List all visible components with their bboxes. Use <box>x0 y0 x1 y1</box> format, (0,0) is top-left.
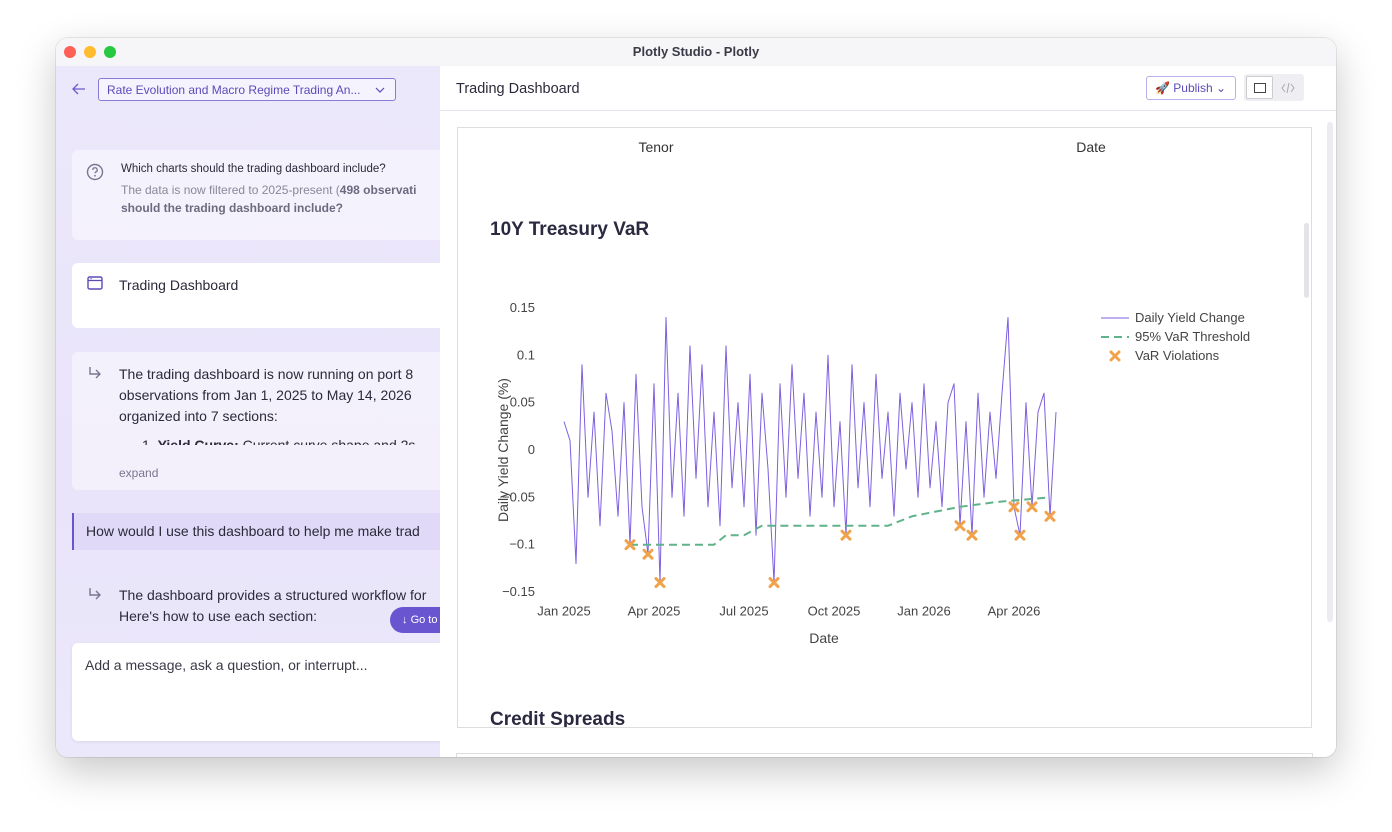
project-name: Rate Evolution and Macro Regime Trading … <box>107 83 361 97</box>
reply-icon <box>89 588 101 600</box>
panel-header: Trading Dashboard 🚀 Publish ⌄ <box>440 66 1336 111</box>
y-tick-label: −0.15 <box>502 584 535 599</box>
reply-text: The dashboard provides a structured work… <box>119 585 426 627</box>
y-tick-label: −0.05 <box>502 489 535 504</box>
violation-marker <box>966 529 978 541</box>
question-card: Which charts should the trading dashboar… <box>72 150 440 240</box>
reply-card: The dashboard provides a structured work… <box>72 574 440 644</box>
window-title: Plotly Studio - Plotly <box>632 44 760 59</box>
list-text: Current curve shape and 2s <box>238 437 416 445</box>
violation-marker <box>1008 501 1020 513</box>
zoom-button[interactable] <box>104 46 116 58</box>
y-tick-label: 0.15 <box>510 300 535 315</box>
chevron <box>375 87 385 93</box>
violation-marker <box>1014 529 1026 541</box>
x-tick-label: Oct 2025 <box>808 604 861 619</box>
x-tick-label: Jan 2025 <box>537 604 591 619</box>
list-number: 1. <box>142 437 154 445</box>
list-bold: Yield Curve: <box>157 437 239 445</box>
card-scrollbar[interactable] <box>1304 223 1309 298</box>
reply-line: The trading dashboard is now running on … <box>119 366 414 382</box>
violation-marker <box>642 548 654 560</box>
y-tick-label: 0.05 <box>510 395 535 410</box>
preview-icon <box>1254 83 1266 93</box>
panel-scrollbar[interactable] <box>1327 122 1333 622</box>
violation-marker <box>624 539 636 551</box>
section-title: Credit Spreads <box>490 709 625 728</box>
reply-text: The trading dashboard is now running on … <box>119 364 413 427</box>
publish-button[interactable]: 🚀 Publish ⌄ <box>1146 76 1236 100</box>
artifact-title: Trading Dashboard <box>119 277 239 293</box>
expand-link[interactable]: expand <box>119 466 159 480</box>
go-to-button[interactable]: ↓ Go to <box>390 607 440 633</box>
data-line <box>563 316 1057 584</box>
x-tick-label: Jul 2025 <box>719 604 768 619</box>
x-tick-label: Apr 2025 <box>628 604 681 619</box>
threshold-line <box>630 496 1051 546</box>
y-axis-label: Daily Yield Change (%) <box>495 378 511 522</box>
close-button[interactable] <box>64 46 76 58</box>
x-tick-label: Jan 2026 <box>897 604 951 619</box>
y-tick-label: 0 <box>528 442 535 457</box>
user-message-text: How would I use this dashboard to help m… <box>86 523 420 539</box>
view-toggle <box>1244 74 1304 101</box>
violation-marker <box>954 520 966 532</box>
question-icon <box>86 163 104 181</box>
app-window: Plotly Studio - Plotly Rate Evolution an… <box>56 38 1336 757</box>
legend-label: Daily Yield Change <box>1135 310 1245 325</box>
y-tick-label: 0.1 <box>517 347 535 362</box>
question-text: The data is now filtered to 2025-present… <box>121 183 340 197</box>
reply-list-item: 1. Yield Curve: Current curve shape and … <box>142 435 415 445</box>
chart-card: Tenor Date 10Y Treasury VaR Date Daily Y… <box>457 127 1312 728</box>
violation-marker <box>840 529 852 541</box>
question-bold-line: should the trading dashboard include? <box>121 201 344 215</box>
back-arrow[interactable] <box>72 83 86 95</box>
reply-line: observations from Jan 1, 2025 to May 14,… <box>119 387 412 403</box>
code-toggle[interactable] <box>1281 83 1295 93</box>
user-message: How would I use this dashboard to help m… <box>72 513 440 550</box>
filter-label: Date <box>1076 139 1106 155</box>
chart-title: 10Y Treasury VaR <box>490 219 649 240</box>
violation-marker <box>1026 501 1038 513</box>
artifact-card[interactable]: Trading Dashboard <box>72 263 440 328</box>
question-body: The data is now filtered to 2025-present… <box>121 183 417 197</box>
reply-card: The trading dashboard is now running on … <box>72 352 440 490</box>
reply-line: The dashboard provides a structured work… <box>119 587 427 603</box>
violation-marker <box>654 577 666 589</box>
legend-label: 95% VaR Threshold <box>1135 329 1250 344</box>
y-tick-label: −0.1 <box>509 537 535 552</box>
reply-line: organized into 7 sections: <box>119 408 278 424</box>
next-card <box>456 753 1313 757</box>
input-placeholder: Add a message, ask a question, or interr… <box>85 657 368 673</box>
panel-title: Trading Dashboard <box>456 81 580 97</box>
publish-label: Publish <box>1173 81 1213 95</box>
project-dropdown[interactable]: Rate Evolution and Macro Regime Trading … <box>98 78 396 101</box>
message-input[interactable]: Add a message, ask a question, or interr… <box>72 643 440 741</box>
title-bar: Plotly Studio - Plotly <box>56 38 1336 66</box>
question-title: Which charts should the trading dashboar… <box>121 163 386 175</box>
reply-line: Here's how to use each section: <box>119 608 318 624</box>
question-bold: 498 observati <box>339 183 417 197</box>
go-to-label: Go to <box>410 614 438 626</box>
chat-sidebar: Rate Evolution and Macro Regime Trading … <box>56 66 440 757</box>
preview-toggle[interactable] <box>1246 76 1273 99</box>
x-axis-label: Date <box>809 630 839 646</box>
violation-marker <box>1044 510 1056 522</box>
reply-icon <box>89 367 101 379</box>
minimize-button[interactable] <box>84 46 96 58</box>
filter-label: Tenor <box>638 139 673 155</box>
window-icon <box>87 276 103 290</box>
dashboard-panel: Trading Dashboard 🚀 Publish ⌄ <box>440 66 1336 757</box>
legend-symbol <box>1109 350 1121 362</box>
x-tick-label: Apr 2026 <box>988 604 1041 619</box>
legend-label: VaR Violations <box>1135 348 1220 363</box>
violation-marker <box>768 577 780 589</box>
